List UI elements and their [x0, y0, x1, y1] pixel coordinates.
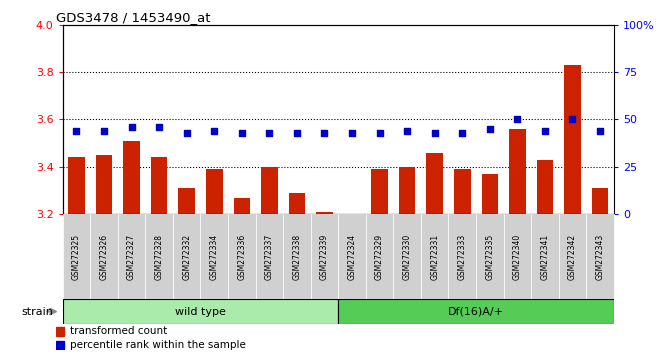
FancyBboxPatch shape	[449, 214, 476, 299]
Bar	[96, 155, 112, 214]
Text: GSM272327: GSM272327	[127, 234, 136, 280]
Point	[71, 128, 82, 134]
Bar	[56, 327, 65, 336]
FancyBboxPatch shape	[366, 214, 393, 299]
Text: GSM272337: GSM272337	[265, 234, 274, 280]
FancyBboxPatch shape	[393, 214, 421, 299]
Point	[512, 116, 523, 122]
FancyBboxPatch shape	[63, 299, 338, 324]
Bar	[399, 167, 415, 214]
FancyBboxPatch shape	[586, 214, 614, 299]
Point	[236, 130, 247, 136]
Bar	[426, 153, 443, 214]
FancyBboxPatch shape	[531, 214, 558, 299]
FancyBboxPatch shape	[201, 214, 228, 299]
Text: GSM272328: GSM272328	[154, 234, 164, 280]
Point	[374, 130, 385, 136]
Text: GSM272336: GSM272336	[238, 234, 246, 280]
FancyBboxPatch shape	[283, 214, 311, 299]
Bar	[372, 169, 388, 214]
FancyBboxPatch shape	[504, 214, 531, 299]
Text: GSM272325: GSM272325	[72, 234, 81, 280]
FancyBboxPatch shape	[63, 214, 90, 299]
Text: GSM272339: GSM272339	[320, 234, 329, 280]
Bar	[316, 212, 333, 214]
FancyBboxPatch shape	[173, 214, 201, 299]
Bar	[234, 198, 250, 214]
Bar	[288, 193, 305, 214]
Text: GSM272331: GSM272331	[430, 234, 439, 280]
Bar	[592, 188, 609, 214]
FancyBboxPatch shape	[90, 214, 117, 299]
Text: GSM272332: GSM272332	[182, 234, 191, 280]
Text: GSM272326: GSM272326	[100, 234, 108, 280]
FancyBboxPatch shape	[558, 214, 586, 299]
Point	[126, 124, 137, 130]
FancyBboxPatch shape	[228, 214, 255, 299]
FancyBboxPatch shape	[421, 214, 449, 299]
Bar	[151, 157, 168, 214]
Point	[567, 116, 578, 122]
Text: GSM272341: GSM272341	[541, 234, 549, 280]
Point	[430, 130, 440, 136]
Text: GSM272329: GSM272329	[375, 234, 384, 280]
Text: GSM272338: GSM272338	[292, 234, 302, 280]
Bar	[482, 174, 498, 214]
Text: GDS3478 / 1453490_at: GDS3478 / 1453490_at	[56, 11, 211, 24]
Bar	[206, 169, 222, 214]
Text: GSM272343: GSM272343	[595, 234, 605, 280]
Point	[484, 126, 495, 132]
Bar	[56, 341, 65, 349]
Bar	[178, 188, 195, 214]
Bar	[68, 157, 84, 214]
Bar	[564, 65, 581, 214]
Point	[99, 128, 110, 134]
Text: transformed count: transformed count	[70, 326, 167, 336]
Bar	[123, 141, 140, 214]
Bar	[509, 129, 525, 214]
FancyBboxPatch shape	[338, 299, 614, 324]
Point	[209, 128, 220, 134]
Point	[540, 128, 550, 134]
Point	[292, 130, 302, 136]
Text: wild type: wild type	[175, 307, 226, 316]
Point	[182, 130, 192, 136]
Point	[402, 128, 412, 134]
Text: GSM272324: GSM272324	[348, 234, 356, 280]
Point	[319, 130, 330, 136]
FancyBboxPatch shape	[476, 214, 504, 299]
Text: GSM272342: GSM272342	[568, 234, 577, 280]
Point	[595, 128, 605, 134]
Point	[264, 130, 275, 136]
FancyBboxPatch shape	[145, 214, 173, 299]
Bar	[537, 160, 553, 214]
Point	[457, 130, 467, 136]
Bar	[454, 169, 471, 214]
FancyBboxPatch shape	[311, 214, 339, 299]
Text: Df(16)A/+: Df(16)A/+	[448, 307, 504, 316]
Point	[154, 124, 164, 130]
FancyBboxPatch shape	[255, 214, 283, 299]
Text: GSM272330: GSM272330	[403, 234, 412, 280]
Text: GSM272333: GSM272333	[458, 234, 467, 280]
FancyBboxPatch shape	[339, 214, 366, 299]
FancyBboxPatch shape	[117, 214, 145, 299]
Point	[346, 130, 357, 136]
Text: GSM272340: GSM272340	[513, 234, 522, 280]
Text: strain: strain	[21, 307, 53, 316]
Bar	[261, 167, 278, 214]
Text: GSM272335: GSM272335	[485, 234, 494, 280]
Text: GSM272334: GSM272334	[210, 234, 218, 280]
Text: percentile rank within the sample: percentile rank within the sample	[70, 340, 246, 350]
